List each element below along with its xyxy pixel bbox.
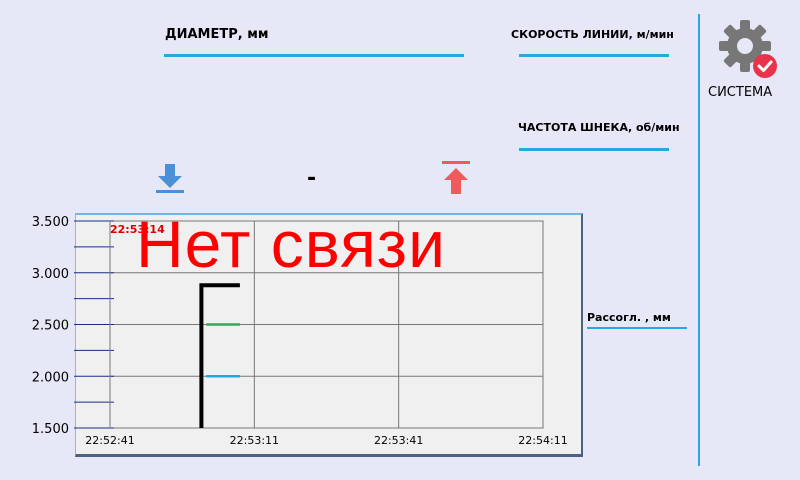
x-tick-label: 22:54:11: [518, 434, 567, 447]
chart-panel: [75, 213, 583, 457]
x-tick-label: 22:52:41: [85, 434, 134, 447]
value-display: -: [307, 166, 317, 191]
y-tick-label: 1.500: [32, 422, 69, 437]
mismatch-label: Рассогл. , мм: [587, 311, 671, 324]
line-speed-label: СКОРОСТЬ ЛИНИИ, м/мин: [511, 28, 674, 41]
x-tick-label: 22:53:41: [374, 434, 423, 447]
line-speed-underline: [519, 54, 669, 57]
chart-timestamp: 22:53:14: [110, 223, 165, 236]
gear-check-icon: [719, 20, 777, 78]
sidebar-divider: [698, 14, 700, 466]
y-tick-label: 3.500: [32, 215, 69, 230]
y-tick-label: 2.500: [32, 319, 69, 334]
diameter-underline: [164, 54, 464, 57]
y-tick-label: 3.000: [32, 267, 69, 282]
diameter-label: ДИАМЕТР, мм: [165, 27, 269, 42]
arrow-up-from-line-icon[interactable]: [441, 160, 471, 196]
arrow-down-to-line-icon[interactable]: [155, 162, 185, 194]
screw-freq-label: ЧАСТОТА ШНЕКА, об/мин: [518, 121, 680, 134]
system-label: СИСТЕМА: [708, 85, 773, 100]
trend-chart: 3.500 3.000 2.500 2.000 1.500 22:52:41 22:53:1…: [32, 215, 568, 447]
screw-freq-underline: [519, 148, 669, 151]
no-connection-alarm: Нет связи: [136, 207, 446, 281]
x-tick-label: 22:53:11: [230, 434, 279, 447]
y-tick-label: 2.000: [32, 370, 69, 385]
mismatch-underline: [587, 327, 687, 329]
series-line-0: [199, 283, 240, 428]
system-button[interactable]: СИСТЕМА: [704, 14, 794, 106]
